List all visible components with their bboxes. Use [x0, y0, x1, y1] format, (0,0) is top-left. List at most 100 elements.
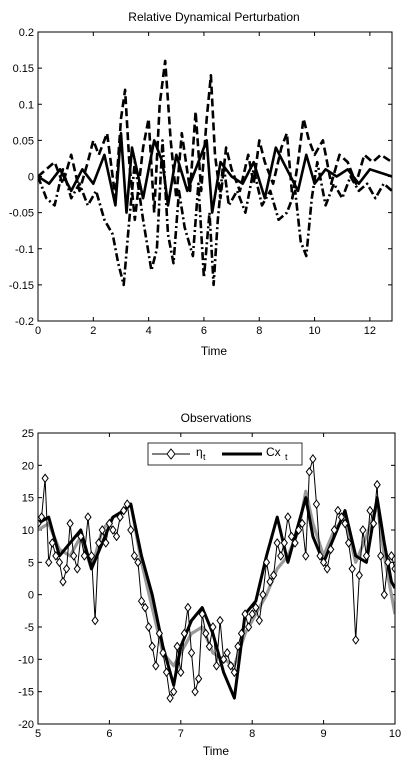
- eta-marker: [252, 602, 260, 613]
- legend-cx-label: Cx: [266, 445, 281, 459]
- eta-marker: [259, 589, 267, 600]
- eta-marker: [305, 466, 313, 477]
- axes-frame: [37, 432, 396, 725]
- x-tick-label: 5: [35, 728, 41, 740]
- eta-marker: [227, 660, 235, 671]
- y-tick-label: 0: [28, 590, 34, 602]
- eta-marker: [173, 641, 181, 652]
- legend-eta-label: η: [196, 445, 203, 459]
- y-tick-label: -0.05: [9, 208, 34, 220]
- eta-marker: [116, 512, 124, 522]
- eta-marker: [369, 518, 378, 529]
- eta-marker: [198, 609, 206, 619]
- eta-marker: [220, 654, 228, 665]
- chart-title: Relative Dynamical Perturbation: [128, 10, 299, 24]
- y-tick-label: 0.2: [19, 27, 34, 39]
- y-tick-label: -0.1: [15, 244, 34, 256]
- series-line-dashdot: [38, 139, 392, 287]
- y-tick-label: 20: [22, 460, 34, 472]
- eta-marker: [162, 667, 171, 678]
- eta-marker: [362, 551, 371, 561]
- y-tick-label: 10: [22, 525, 34, 537]
- x-tick-label: 6: [201, 325, 207, 337]
- eta-marker: [202, 628, 210, 639]
- eta-marker: [319, 557, 328, 568]
- eta-marker: [391, 563, 395, 574]
- y-tick-label: 15: [22, 493, 34, 505]
- eta-marker: [155, 628, 164, 639]
- y-tick-label: -0.15: [9, 280, 34, 292]
- eta-marker: [102, 538, 110, 548]
- eta-marker: [355, 570, 363, 581]
- eta-marker: [145, 622, 153, 632]
- eta-marker: [59, 576, 67, 587]
- eta-marker: [212, 660, 221, 671]
- y-tick-label: 5: [28, 557, 34, 569]
- eta-marker: [334, 505, 342, 516]
- x-axis-label: Time: [201, 344, 228, 358]
- x-tick-label: 6: [106, 728, 112, 740]
- eta-marker: [98, 525, 106, 535]
- eta-marker: [105, 518, 114, 529]
- eta-marker: [241, 609, 249, 619]
- eta-marker: [384, 557, 392, 568]
- eta-marker: [166, 693, 174, 703]
- eta-marker: [273, 538, 281, 548]
- eta-marker: [337, 512, 346, 522]
- plot-area: 5 6 7 8 9 10 -20 -15 -10 -5 0 5 10 15 20 25: [18, 428, 401, 740]
- legend-eta-sub: t: [203, 452, 206, 462]
- eta-marker: [344, 538, 353, 548]
- x-axis-label: Time: [203, 744, 230, 758]
- x-tick-label: 2: [90, 325, 96, 337]
- eta-marker: [205, 641, 213, 652]
- eta-marker: [373, 479, 381, 490]
- eta-marker: [327, 544, 335, 555]
- x-tick-label: 12: [364, 325, 376, 337]
- eta-marker: [41, 473, 49, 484]
- eta-marker: [95, 538, 103, 548]
- eta-marker: [387, 551, 395, 561]
- eta-marker: [309, 454, 317, 464]
- y-tick-label: -5: [24, 622, 34, 634]
- eta-marker: [170, 686, 178, 697]
- eta-marker: [234, 641, 242, 652]
- eta-marker: [191, 686, 199, 697]
- eta-marker: [77, 531, 85, 542]
- eta-marker: [330, 525, 338, 535]
- x-tick-label: 10: [308, 325, 320, 337]
- eta-marker: [180, 628, 188, 639]
- eta-marker: [159, 648, 167, 658]
- x-tick-label: 7: [178, 728, 184, 740]
- y-tick-label: -0.2: [15, 316, 34, 328]
- eta-marker: [255, 615, 263, 626]
- eta-marker: [137, 596, 146, 606]
- legend-cx-sub: t: [285, 452, 288, 462]
- eta-marker: [91, 615, 99, 626]
- eta-marker: [123, 499, 131, 509]
- y-tick-label: 0.1: [19, 99, 34, 111]
- eta-marker: [70, 551, 78, 561]
- eta-marker: [109, 525, 117, 535]
- eta-marker: [316, 551, 324, 561]
- y-tick-label: 0: [28, 172, 34, 184]
- x-tick-label: 10: [389, 728, 401, 740]
- eta-marker: [209, 622, 217, 632]
- eta-marker: [55, 557, 64, 568]
- eta-marker: [184, 602, 192, 613]
- eta-marker: [284, 512, 292, 522]
- eta-marker: [187, 648, 196, 658]
- eta-marker: [38, 512, 46, 522]
- eta-marker: [87, 551, 96, 561]
- plot-area: 0 2 4 6 8 10 12 -0.2 -0.15 -0.1 -0.05 0 0.05 0.1 0.15 0…: [9, 27, 392, 337]
- eta-marker: [177, 667, 185, 678]
- y-tick-label: 0.05: [13, 135, 34, 147]
- eta-marker: [312, 499, 321, 509]
- eta-marker: [291, 538, 299, 548]
- x-tick-label: 8: [249, 728, 255, 740]
- eta-marker: [84, 512, 92, 522]
- eta-marker: [127, 525, 135, 535]
- eta-marker: [352, 635, 360, 645]
- eta-marker: [62, 563, 71, 574]
- eta-marker: [341, 518, 349, 529]
- series-line-solid: [38, 131, 392, 214]
